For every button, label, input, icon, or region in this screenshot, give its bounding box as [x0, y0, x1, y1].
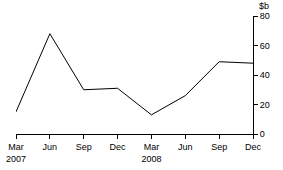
svg-text:$b: $b — [259, 1, 269, 11]
svg-text:20: 20 — [260, 100, 270, 110]
svg-text:Mar2007: Mar2007 — [6, 142, 26, 164]
svg-text:80: 80 — [260, 11, 270, 21]
svg-text:Jun: Jun — [178, 142, 193, 152]
svg-text:60: 60 — [260, 41, 270, 51]
svg-text:40: 40 — [260, 70, 270, 80]
svg-text:Mar2008: Mar2008 — [141, 142, 161, 164]
svg-text:Dec: Dec — [245, 142, 262, 152]
svg-text:Sep: Sep — [76, 142, 92, 152]
svg-text:0: 0 — [260, 129, 265, 139]
svg-text:Dec: Dec — [110, 142, 127, 152]
svg-text:Sep: Sep — [211, 142, 227, 152]
svg-text:Jun: Jun — [43, 142, 58, 152]
